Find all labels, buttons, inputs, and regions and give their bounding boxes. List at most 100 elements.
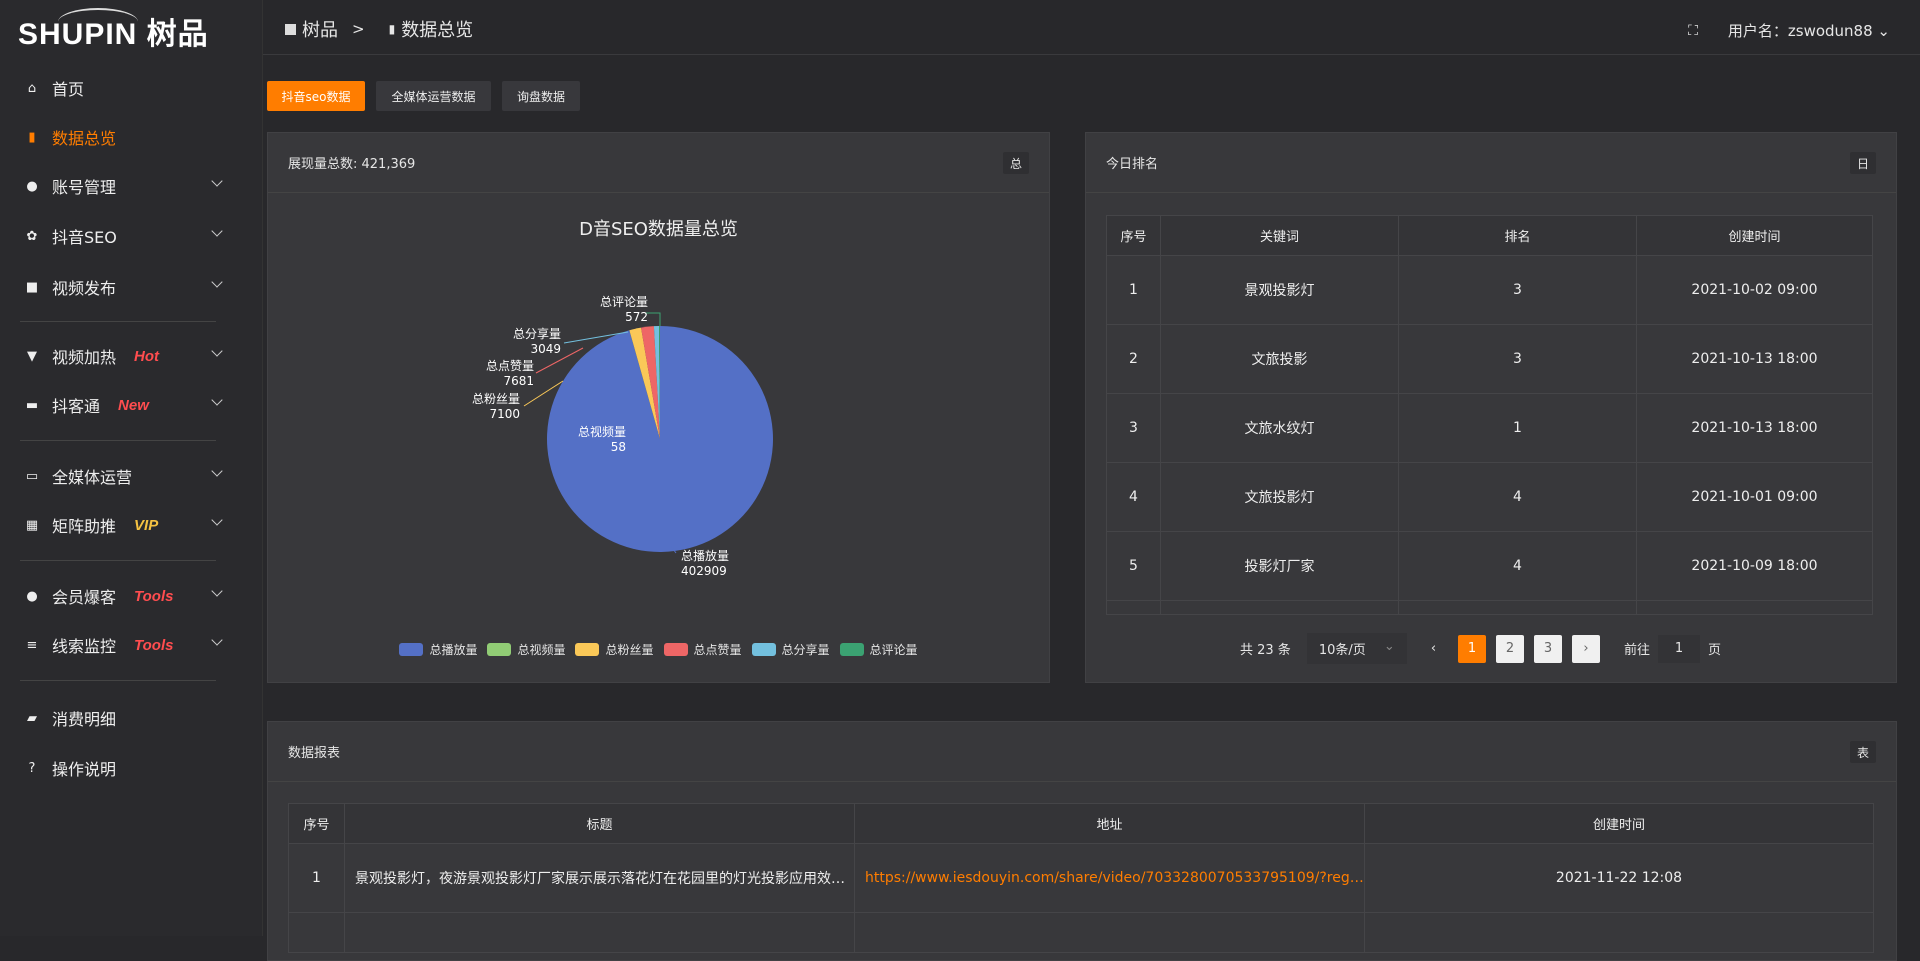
chevron-down-icon xyxy=(211,394,223,406)
pie-slice-2[interactable] xyxy=(629,327,660,439)
cell: 文旅投影灯 xyxy=(1160,462,1399,532)
page-size-select[interactable]: 10条/页 ⌄ xyxy=(1306,633,1407,664)
sidebar-item-11[interactable]: ▰ 消费明细 xyxy=(0,698,263,738)
chevron-down-icon xyxy=(211,514,223,526)
fullscreen-icon[interactable]: ⛶ xyxy=(1688,22,1698,39)
col-url: 地址 xyxy=(854,803,1365,844)
breadcrumb-home[interactable]: 树品 xyxy=(302,20,338,41)
sidebar-item-label: 操作说明 xyxy=(52,760,117,779)
label-videos: 总视频量 58 xyxy=(577,425,626,454)
chart-title: D音SEO数据量总览 xyxy=(579,219,738,240)
leader-line-5 xyxy=(646,312,661,326)
pie-slice-0[interactable] xyxy=(546,326,773,552)
chart-icon xyxy=(285,23,296,35)
cell: 4 xyxy=(1398,531,1637,601)
legend-label: 总评论量 xyxy=(869,643,918,657)
ranking-panel: 今日排名日 序号 关键词 排名 创建时间 1 景观投影灯 3 2021-10-02 09:0… xyxy=(1085,132,1897,683)
chevron-down-icon xyxy=(211,634,223,646)
cell: 4 xyxy=(1106,462,1161,532)
chevron-down-icon xyxy=(211,175,223,187)
sidebar-item-1[interactable]: ▮ 数据总览 xyxy=(0,117,263,157)
legend-item[interactable]: 总点赞量 xyxy=(663,641,742,658)
tab-douyin-seo[interactable]: 抖音seo数据 xyxy=(267,81,365,111)
legend-label: 总播放量 xyxy=(429,643,478,657)
cell: 2021-10-13 18:00 xyxy=(1636,393,1873,463)
legend-item[interactable]: 总分享量 xyxy=(751,641,830,658)
tab-inquiry[interactable]: 询盘数据 xyxy=(502,81,580,111)
sidebar-item-8[interactable]: ▦ 矩阵助推 VIP xyxy=(0,505,263,545)
table-row: 2 文旅投影 3 2021-10-13 18:00 xyxy=(1106,324,1873,394)
page-2[interactable]: 2 xyxy=(1496,634,1525,663)
sidebar-divider xyxy=(20,440,216,441)
sidebar-item-label: 会员爆客 xyxy=(52,588,117,607)
sidebar-item-label: 视频发布 xyxy=(52,279,117,298)
sidebar-item-3[interactable]: ✿ 抖音SEO xyxy=(0,216,263,256)
leader-line-0 xyxy=(669,544,677,554)
cell: 文旅投影 xyxy=(1160,324,1399,394)
breadcrumb: 树品 > ▮ 数据总览 xyxy=(285,16,473,42)
grid-icon: ▦ xyxy=(25,517,39,533)
badge-vip: VIP xyxy=(134,516,159,534)
tab-all-media[interactable]: 全媒体运营数据 xyxy=(376,81,491,111)
ranking-title: 今日排名 xyxy=(1106,157,1159,172)
wallet-icon: ▰ xyxy=(27,710,37,726)
table-row: 1 景观投影灯 3 2021-10-02 09:00 xyxy=(1106,255,1873,325)
sidebar-item-6[interactable]: ▬ 抖客通 New xyxy=(0,385,263,425)
brush-icon: ▼ xyxy=(27,348,37,364)
legend-swatch xyxy=(663,643,688,656)
sidebar-item-4[interactable]: ■ 视频发布 xyxy=(0,267,263,307)
cell: 2021-10-02 09:00 xyxy=(1636,255,1873,325)
col-index: 序号 xyxy=(1106,215,1161,256)
pie-slice-1[interactable] xyxy=(629,330,660,439)
next-page-button[interactable]: › xyxy=(1572,634,1601,663)
sidebar-item-label: 数据总览 xyxy=(52,129,117,148)
goto-page-input[interactable]: 1 xyxy=(1658,634,1701,663)
home-icon: ⌂ xyxy=(27,80,37,96)
cell-created: 2021-11-22 12:08 xyxy=(1364,843,1874,913)
legend-item[interactable]: 总评论量 xyxy=(839,641,918,658)
sidebar-item-label: 消费明细 xyxy=(52,710,117,729)
sidebar-divider xyxy=(20,321,216,322)
cell: 文旅水纹灯 xyxy=(1160,393,1399,463)
bar-chart-icon: ▮ xyxy=(28,129,36,145)
pie-slice-3[interactable] xyxy=(641,326,660,439)
page-3[interactable]: 3 xyxy=(1534,634,1563,663)
pie-slice-4[interactable] xyxy=(653,326,660,439)
label-likes: 总点赞量 7681 xyxy=(485,359,534,388)
user-menu[interactable]: 用户名：zswodun88 ⌄ xyxy=(1728,20,1890,41)
sidebar-item-12[interactable]: ? 操作说明 xyxy=(0,748,263,788)
cell: 5 xyxy=(1106,531,1161,601)
ranking-toggle-button[interactable]: 日 xyxy=(1850,152,1876,174)
user-icon: ● xyxy=(26,178,38,194)
label-comments: 总评论量 572 xyxy=(599,295,648,324)
prev-page-button[interactable]: ‹ xyxy=(1430,641,1437,656)
legend-item[interactable]: 总视频量 xyxy=(487,641,565,658)
table-row: 3 文旅水纹灯 1 2021-10-13 18:00 xyxy=(1106,393,1873,463)
legend-swatch xyxy=(839,643,864,656)
cell: 景观投影灯 xyxy=(1160,255,1399,325)
sidebar-item-10[interactable]: ≡ 线索监控 Tools xyxy=(0,625,263,665)
legend-label: 总粉丝量 xyxy=(605,643,654,657)
sidebar-item-7[interactable]: ▭ 全媒体运营 xyxy=(0,456,263,496)
legend-label: 总分享量 xyxy=(781,643,830,657)
sidebar-item-2[interactable]: ● 账号管理 xyxy=(0,166,263,206)
col-index: 序号 xyxy=(288,803,345,844)
label-fans: 总粉丝量 7100 xyxy=(471,392,520,421)
leader-line-3 xyxy=(535,347,584,374)
cell-url-link[interactable]: https://www.iesdouyin.com/share/video/70… xyxy=(854,843,1365,913)
chevron-down-icon xyxy=(211,585,223,597)
sidebar-item-5[interactable]: ▼ 视频加热 Hot xyxy=(0,336,263,376)
table-row: 5 投影灯厂家 4 2021-10-09 18:00 xyxy=(1106,531,1873,601)
chevron-down-icon: ⌄ xyxy=(1877,22,1890,40)
badge-hot: Hot xyxy=(134,347,160,365)
sidebar-item-label: 抖客通 xyxy=(52,397,101,416)
legend-item[interactable]: 总播放量 xyxy=(399,641,477,658)
legend-item[interactable]: 总粉丝量 xyxy=(575,641,654,658)
username: 用户名：zswodun88 xyxy=(1727,22,1873,40)
page-1[interactable]: 1 xyxy=(1458,634,1487,663)
overview-toggle-button[interactable]: 总 xyxy=(1003,152,1029,174)
col-title: 标题 xyxy=(344,803,855,844)
sidebar-item-0[interactable]: ⌂ 首页 xyxy=(0,68,263,108)
report-toggle-button[interactable]: 表 xyxy=(1850,741,1876,763)
sidebar-item-9[interactable]: ● 会员爆客 Tools xyxy=(0,576,263,616)
